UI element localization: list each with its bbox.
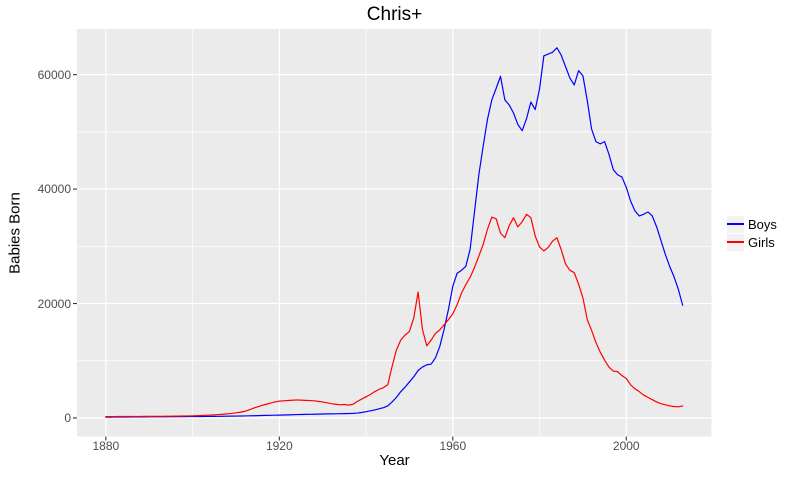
legend-key-girls [727, 233, 744, 251]
legend-label-boys: Boys [748, 216, 777, 232]
legend-label-girls: Girls [748, 234, 775, 250]
x-tick-label: 1960 [439, 439, 467, 453]
legend-item-boys: Boys [727, 215, 777, 233]
y-tick-label: 40000 [37, 182, 71, 197]
y-tick-label: 0 [64, 410, 71, 425]
legend-key-boys [727, 215, 744, 233]
data-series-lines [105, 47, 684, 418]
y-tick-label: 20000 [37, 296, 71, 311]
series-line-boys [105, 47, 684, 418]
legend-item-girls: Girls [727, 233, 777, 251]
x-tick-label: 1880 [92, 439, 120, 453]
y-axis-title: Babies Born [6, 192, 24, 274]
plot-title: Chris+ [366, 4, 423, 25]
legend: Boys Girls [727, 215, 777, 251]
legend-key-line-boys [727, 223, 744, 225]
axis-tick-marks [73, 74, 627, 441]
panel-rect [77, 29, 712, 437]
x-tick-label: 1920 [265, 439, 293, 453]
panel-background [77, 29, 712, 437]
legend-key-line-girls [727, 241, 744, 243]
minor-gridlines [77, 29, 712, 437]
series-line-girls [105, 213, 684, 418]
major-gridlines [77, 29, 712, 437]
x-axis-title: Year [379, 452, 410, 469]
x-tick-label: 2000 [612, 439, 640, 453]
y-tick-label: 60000 [37, 67, 71, 82]
